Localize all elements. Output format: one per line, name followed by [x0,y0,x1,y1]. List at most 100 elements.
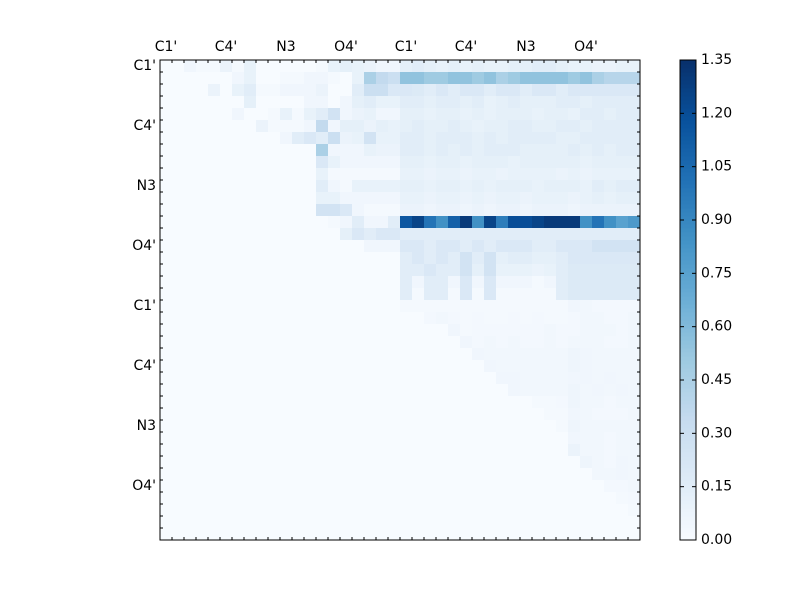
cell [568,72,581,85]
cell [292,456,305,469]
cell [292,84,305,97]
cell [340,528,353,541]
cell [604,396,617,409]
cell [364,384,377,397]
cell [424,396,437,409]
cell [172,84,185,97]
cell [448,360,461,373]
cell [376,288,389,301]
cell [628,288,641,301]
cell [280,168,293,181]
cell [196,156,209,169]
cell [364,204,377,217]
cell [208,360,221,373]
cell [520,180,533,193]
cell [316,420,329,433]
cell [232,384,245,397]
cell [304,216,317,229]
cell [628,468,641,481]
cell [172,516,185,529]
cell [448,372,461,385]
cell [520,168,533,181]
cell [448,72,461,85]
cell [532,468,545,481]
cell [436,492,449,505]
cell [496,180,509,193]
cell [616,132,629,145]
cell [484,252,497,265]
cell [232,72,245,85]
cell [604,480,617,493]
cell [520,444,533,457]
y-tick-label: C1' [133,58,156,74]
cell [484,312,497,325]
cell [244,348,257,361]
cell [268,492,281,505]
cell [616,516,629,529]
cell [352,504,365,517]
cell [424,192,437,205]
cell [256,252,269,265]
cell [376,396,389,409]
cell [556,384,569,397]
cell [448,504,461,517]
cell [424,456,437,469]
cell [220,420,233,433]
cell [604,156,617,169]
colorbar-step [680,404,696,409]
cell [520,468,533,481]
colorbar-step [680,456,696,461]
cell [412,456,425,469]
cell [628,516,641,529]
cell [448,516,461,529]
colorbar-step [680,384,696,389]
cell [256,228,269,241]
colorbar-step [680,72,696,77]
cell [604,96,617,109]
cell [436,288,449,301]
cell [544,360,557,373]
cell [520,336,533,349]
cell [496,228,509,241]
cell [304,132,317,145]
cell [364,144,377,157]
colorbar-step [680,132,696,137]
cell [196,516,209,529]
x-tick-label: C1' [155,39,178,55]
cell [172,108,185,121]
cell [256,480,269,493]
cell [208,432,221,445]
cell [616,252,629,265]
cell [472,360,485,373]
cell [292,144,305,157]
cell [196,276,209,289]
cell [244,180,257,193]
cell [244,276,257,289]
colorbar-step [680,180,696,185]
cell [472,468,485,481]
cell [556,360,569,373]
cell [532,360,545,373]
cell [352,384,365,397]
cell [388,312,401,325]
cell [460,456,473,469]
cell [328,60,341,73]
cell [580,264,593,277]
cell [268,384,281,397]
cell [160,228,173,241]
cell [412,396,425,409]
cell [472,180,485,193]
colorbar-step [680,360,696,365]
cell [412,348,425,361]
cell [556,300,569,313]
cell [292,492,305,505]
cell [592,192,605,205]
cell [448,456,461,469]
cell [244,444,257,457]
colorbar-step [680,252,696,257]
cell [160,360,173,373]
cell [292,396,305,409]
cell [580,252,593,265]
cell [172,132,185,145]
colorbar-step [680,344,696,349]
